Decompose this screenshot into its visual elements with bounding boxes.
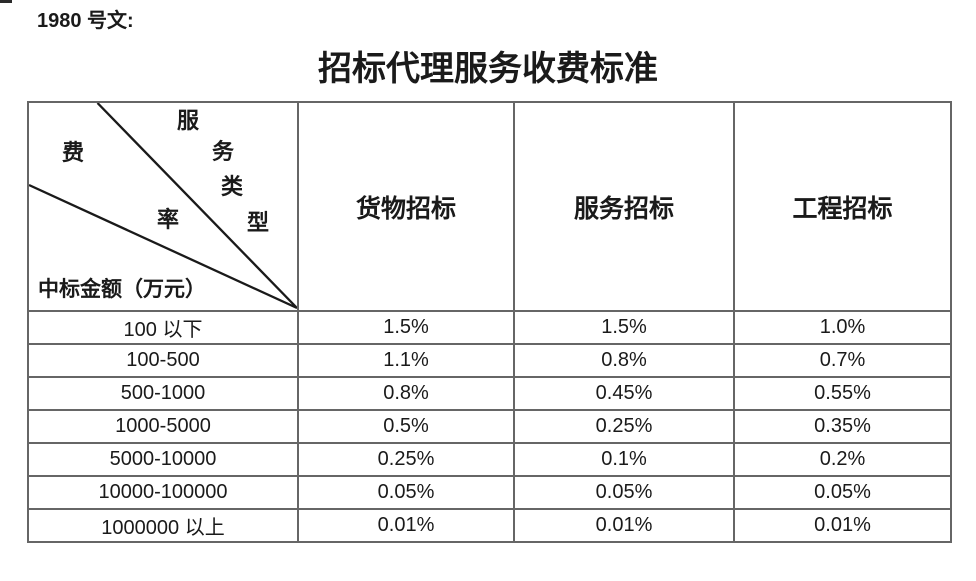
column-header-goods: 货物招标	[297, 101, 515, 312]
rate-cell: 0.01%	[297, 508, 515, 543]
table-row: 1000-5000 0.5% 0.25% 0.35%	[27, 409, 952, 444]
rate-cell: 0.05%	[733, 475, 952, 510]
diagonal-line-lower	[29, 183, 297, 310]
rate-cell: 0.5%	[297, 409, 515, 444]
corner-header-cell: 服 务 类 型 费 率 中标金额（万元）	[27, 101, 299, 312]
doc-ref: 1980 号文:	[37, 10, 134, 32]
amount-cell: 100 以下	[27, 310, 299, 345]
table-row: 10000-100000 0.05% 0.05% 0.05%	[27, 475, 952, 510]
table-row: 5000-10000 0.25% 0.1% 0.2%	[27, 442, 952, 477]
rate-cell: 1.5%	[297, 310, 515, 345]
rate-cell: 1.0%	[733, 310, 952, 345]
amount-axis-label: 中标金额（万元）	[38, 277, 206, 301]
rate-cell: 0.8%	[297, 376, 515, 411]
scan-edge-artifact	[0, 0, 12, 3]
amount-cell: 1000000 以上	[27, 508, 299, 543]
amount-cell: 10000-100000	[27, 475, 299, 510]
rate-cell: 0.35%	[733, 409, 952, 444]
amount-cell: 5000-10000	[27, 442, 299, 477]
rate-cell: 0.25%	[297, 442, 515, 477]
corner-diagonal-area: 服 务 类 型 费 率 中标金额（万元）	[29, 103, 297, 310]
corner-char-rate-2: 率	[157, 207, 180, 232]
page-title: 招标代理服务收费标准	[318, 51, 658, 88]
rate-cell: 0.8%	[513, 343, 735, 378]
table-row: 100 以下 1.5% 1.5% 1.0%	[27, 310, 952, 345]
corner-char-service-type-3: 类	[221, 174, 244, 199]
rate-cell: 1.1%	[297, 343, 515, 378]
amount-cell: 100-500	[27, 343, 299, 378]
rate-cell: 0.45%	[513, 376, 735, 411]
fee-table: 服 务 类 型 费 率 中标金额（万元） 货物招标 服务招标 工程招标 100 …	[27, 101, 952, 543]
amount-cell: 1000-5000	[27, 409, 299, 444]
rate-cell: 1.5%	[513, 310, 735, 345]
column-header-engineering: 工程招标	[733, 101, 952, 312]
rate-cell: 0.7%	[733, 343, 952, 378]
corner-char-service-type-4: 型	[247, 210, 270, 235]
column-header-service: 服务招标	[513, 101, 735, 312]
diagonal-lines	[29, 103, 297, 310]
corner-char-rate-1: 费	[62, 140, 85, 165]
rate-cell: 0.01%	[733, 508, 952, 543]
rate-cell: 0.2%	[733, 442, 952, 477]
corner-char-service-type-1: 服	[177, 108, 200, 133]
table-row: 500-1000 0.8% 0.45% 0.55%	[27, 376, 952, 411]
table-row: 100-500 1.1% 0.8% 0.7%	[27, 343, 952, 378]
header-row: 服 务 类 型 费 率 中标金额（万元） 货物招标 服务招标 工程招标	[27, 101, 952, 312]
rate-cell: 0.05%	[513, 475, 735, 510]
table-row: 1000000 以上 0.01% 0.01% 0.01%	[27, 508, 952, 543]
rate-cell: 0.01%	[513, 508, 735, 543]
amount-cell: 500-1000	[27, 376, 299, 411]
diagonal-line-upper	[96, 103, 297, 309]
rate-cell: 0.05%	[297, 475, 515, 510]
corner-char-service-type-2: 务	[212, 139, 235, 164]
rate-cell: 0.1%	[513, 442, 735, 477]
rate-cell: 0.55%	[733, 376, 952, 411]
rate-cell: 0.25%	[513, 409, 735, 444]
